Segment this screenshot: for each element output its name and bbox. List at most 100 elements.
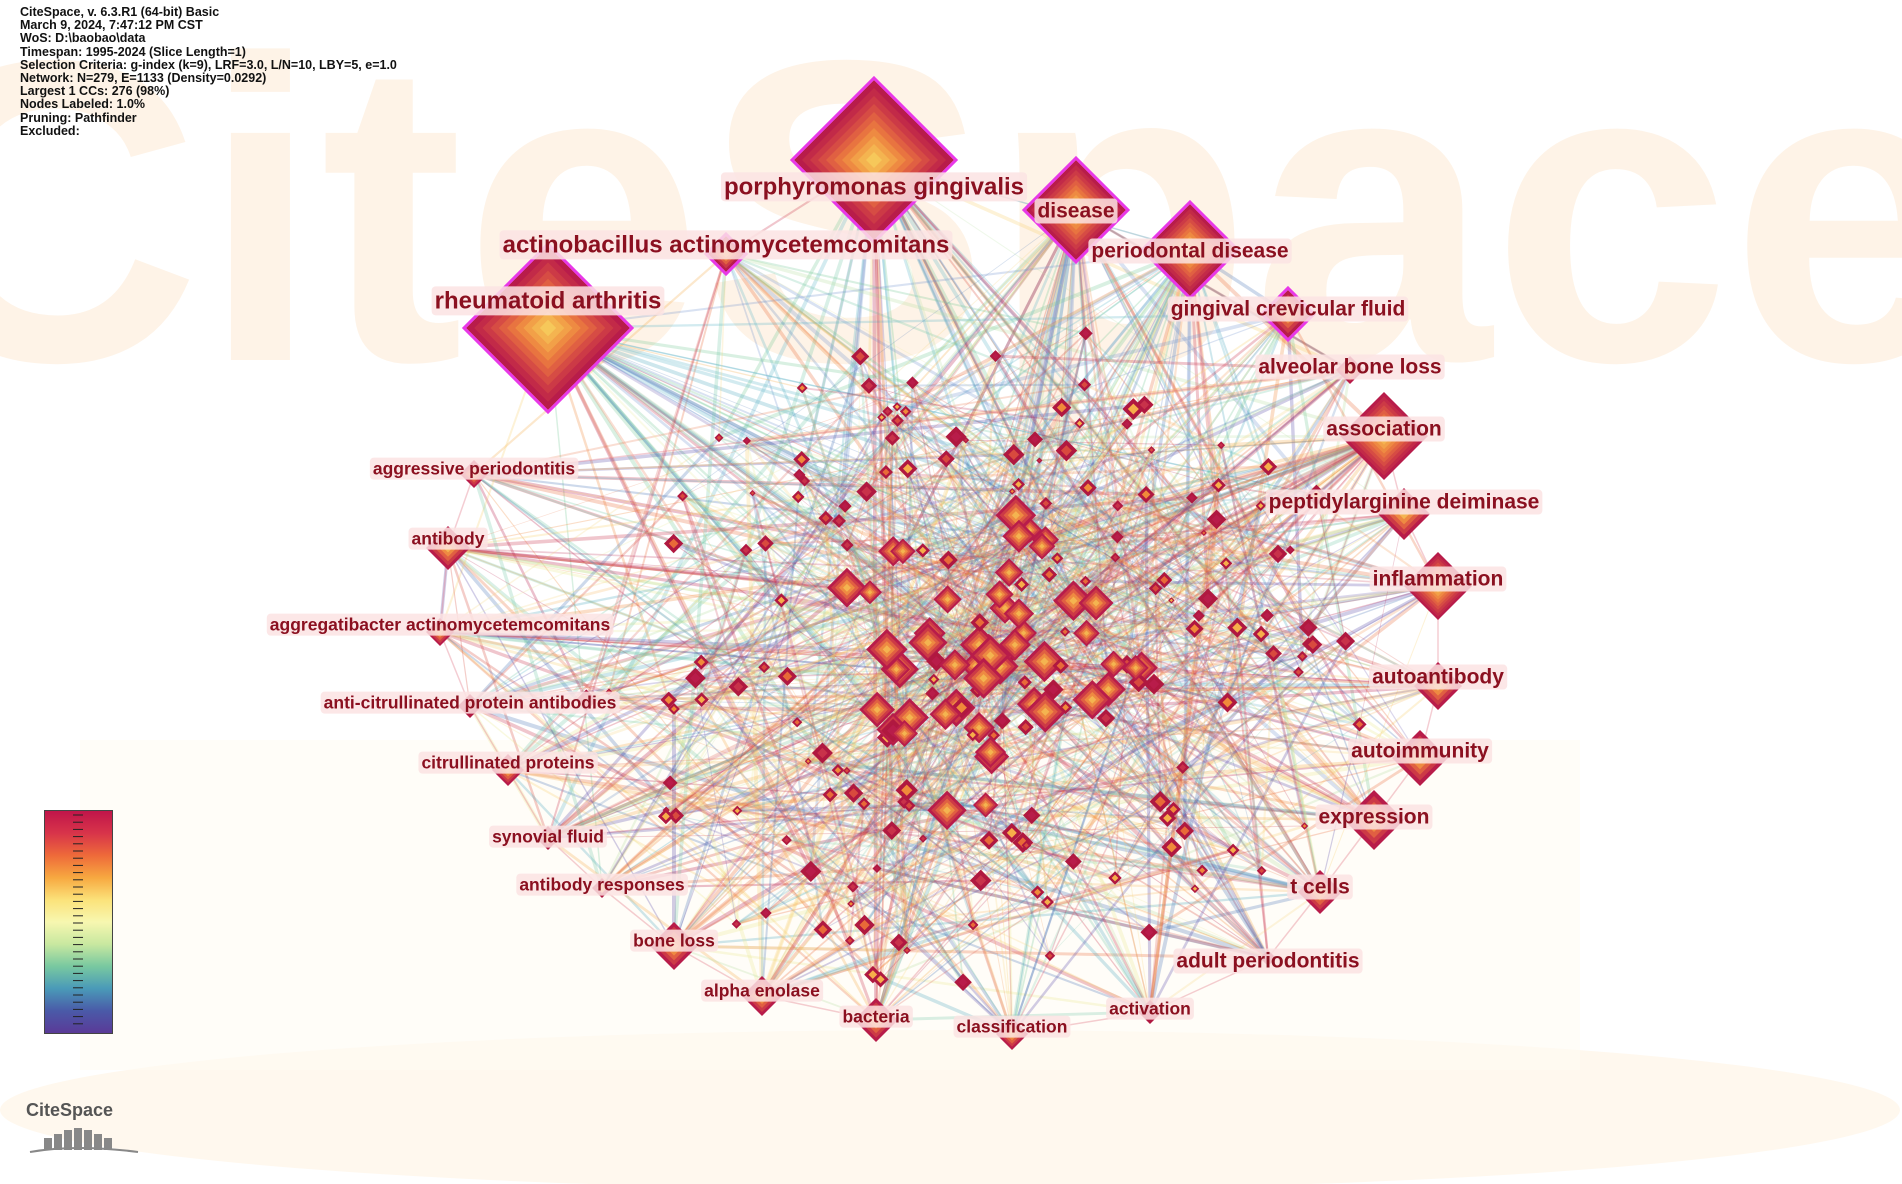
keyword-node [667,807,685,824]
keyword-node [1268,544,1288,564]
keyword-node [660,691,678,709]
keyword-node [890,933,908,952]
keyword-node [1008,488,1016,495]
keyword-node [800,860,822,883]
keyword-node [906,376,919,389]
keyword-node [1211,477,1226,493]
keyword-label: inflammation [1369,566,1507,592]
keyword-node [694,692,709,707]
keyword-node [1110,552,1121,563]
keyword-node [974,736,1007,768]
keyword-node [685,667,706,689]
keyword-label: disease [1034,198,1118,224]
keyword-node [1299,618,1318,637]
keyword-node [927,790,967,831]
keyword-node [1011,477,1026,491]
keyword-node [903,946,911,955]
keyword-node [1158,809,1177,827]
keyword-node [1078,326,1093,341]
keyword-node [732,805,743,816]
keyword-node [840,538,854,552]
keyword-node [1156,571,1173,589]
keyword-label: anti-citrullinated protein antibodies [320,691,620,714]
keyword-node [796,382,808,394]
keyword-node [1259,457,1278,476]
keyword-label: synovial fluid [489,825,607,848]
info-line: Excluded: [20,123,80,138]
keyword-node [1300,822,1309,830]
keyword-node [972,792,999,818]
keyword-node [925,686,940,701]
label-layer: porphyromonas gingivalis disease actinobac… [266,172,1543,1038]
keyword-node [774,593,789,608]
keyword-label-text: actinobacillus actinomycetemcomitans [503,231,950,258]
keyword-node [1217,441,1226,450]
keyword-label-text: gingival crevicular fluid [1171,298,1406,321]
keyword-node [985,580,1014,609]
keyword-node [799,475,811,487]
keyword-node [662,775,678,791]
keyword-node [994,558,1024,587]
keyword-node [1040,895,1054,909]
keyword-node [831,763,845,777]
keyword-node [898,459,918,479]
keyword-node [677,490,689,502]
keyword-node [1058,700,1073,715]
keyword-label: rheumatoid arthritis [431,286,665,316]
logo-books-icon [29,1128,139,1153]
logo-text: CiteSpace [26,1100,114,1120]
network-info-panel: CiteSpace, v. 6.3.R1 (64-bit) Basic Marc… [20,5,397,138]
keyword-node [791,717,803,728]
keyword-node [1023,806,1041,825]
keyword-node [998,628,1031,661]
keyword-node [1053,580,1094,622]
keyword-node [857,797,871,811]
keyword-label: antibody responses [516,873,688,896]
keyword-node [854,914,875,936]
keyword-node [1149,790,1172,813]
keyword-node [739,543,753,557]
keyword-node [1293,666,1304,678]
keyword-node [1036,457,1043,464]
keyword-node [1002,519,1036,553]
keyword-node [891,414,904,427]
info-line: Largest 1 CCs: 276 (98%) [20,84,170,99]
keyword-node [1135,395,1154,414]
keyword-node [1176,760,1190,774]
keyword-node [1168,597,1175,604]
keyword-node [832,513,846,528]
keyword-node [818,510,834,526]
keyword-node [1064,853,1082,870]
keyword-label: aggregatibacter actinomycetemcomitans [266,613,614,636]
keyword-node [899,405,912,418]
keyword-node [1041,566,1058,583]
keyword-node [663,533,684,554]
keyword-label-text: aggregatibacter actinomycetemcomitans [270,615,611,635]
keyword-node [895,779,918,802]
keyword-node [847,880,859,893]
info-line: Pruning: Pathfinder [20,110,137,125]
keyword-node [793,451,811,468]
keyword-label: autoantibody [1369,664,1508,690]
keyword-node [859,691,896,728]
keyword-node [1197,588,1219,609]
keyword-node [1039,496,1053,510]
keyword-node [872,863,882,873]
keyword-node [793,468,806,482]
keyword-node [1052,657,1069,674]
keyword-label: porphyromonas gingivalis [720,172,1028,202]
keyword-node [1051,552,1064,565]
keyword-node [1255,500,1266,511]
keyword-node [1256,865,1267,876]
keyword-node [1303,635,1323,654]
keyword-node [878,465,893,480]
keyword-node [777,666,797,686]
keyword-node [979,830,999,850]
keyword-node [938,550,958,570]
keyword-label-text: adult periodontitis [1176,950,1359,973]
info-line: March 9, 2024, 7:47:12 PM CST [20,18,203,33]
keyword-node [1073,619,1100,647]
keyword-node [1200,529,1207,537]
keyword-label: peptidylarginine deiminase [1265,489,1543,515]
keyword-label: classification [953,1015,1071,1038]
